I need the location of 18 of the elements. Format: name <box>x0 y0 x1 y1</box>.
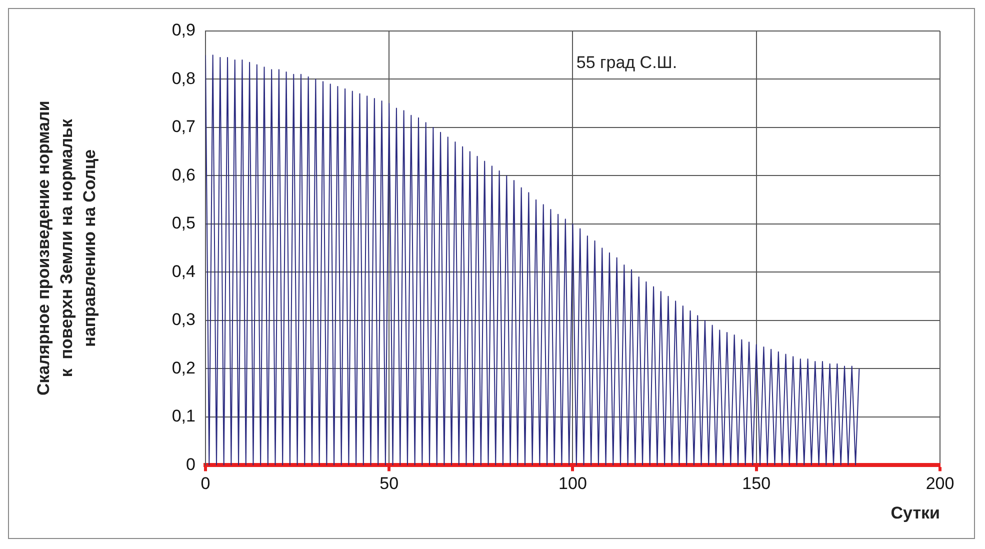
y-tick-label: 0,6 <box>172 165 196 184</box>
y-tick-label: 0,1 <box>172 406 196 426</box>
y-tick-label: 0,2 <box>172 358 196 378</box>
x-tick-label: 100 <box>558 474 587 494</box>
y-tick-label: 0,9 <box>172 20 196 40</box>
y-tick-label: 0 <box>186 454 196 474</box>
y-tick-label: 0,8 <box>172 68 196 88</box>
x-axis-title: Сутки <box>890 503 940 522</box>
y-tick-label: 0,5 <box>172 214 196 233</box>
y-tick-label: 0,7 <box>172 117 196 136</box>
y-axis-title: Скалярное произведение нормали к поверхн Земли на нормальк направлению на Солце <box>34 100 100 396</box>
x-tick-label: 200 <box>926 474 954 494</box>
x-tick-label: 0 <box>200 474 210 494</box>
y-tick-label: 0,3 <box>172 310 196 330</box>
x-tick-label: 50 <box>380 474 399 494</box>
x-tick-label: 150 <box>742 474 771 494</box>
annotation: 55 град С.Ш. <box>576 53 678 72</box>
y-tick-label: 0,4 <box>172 262 196 281</box>
